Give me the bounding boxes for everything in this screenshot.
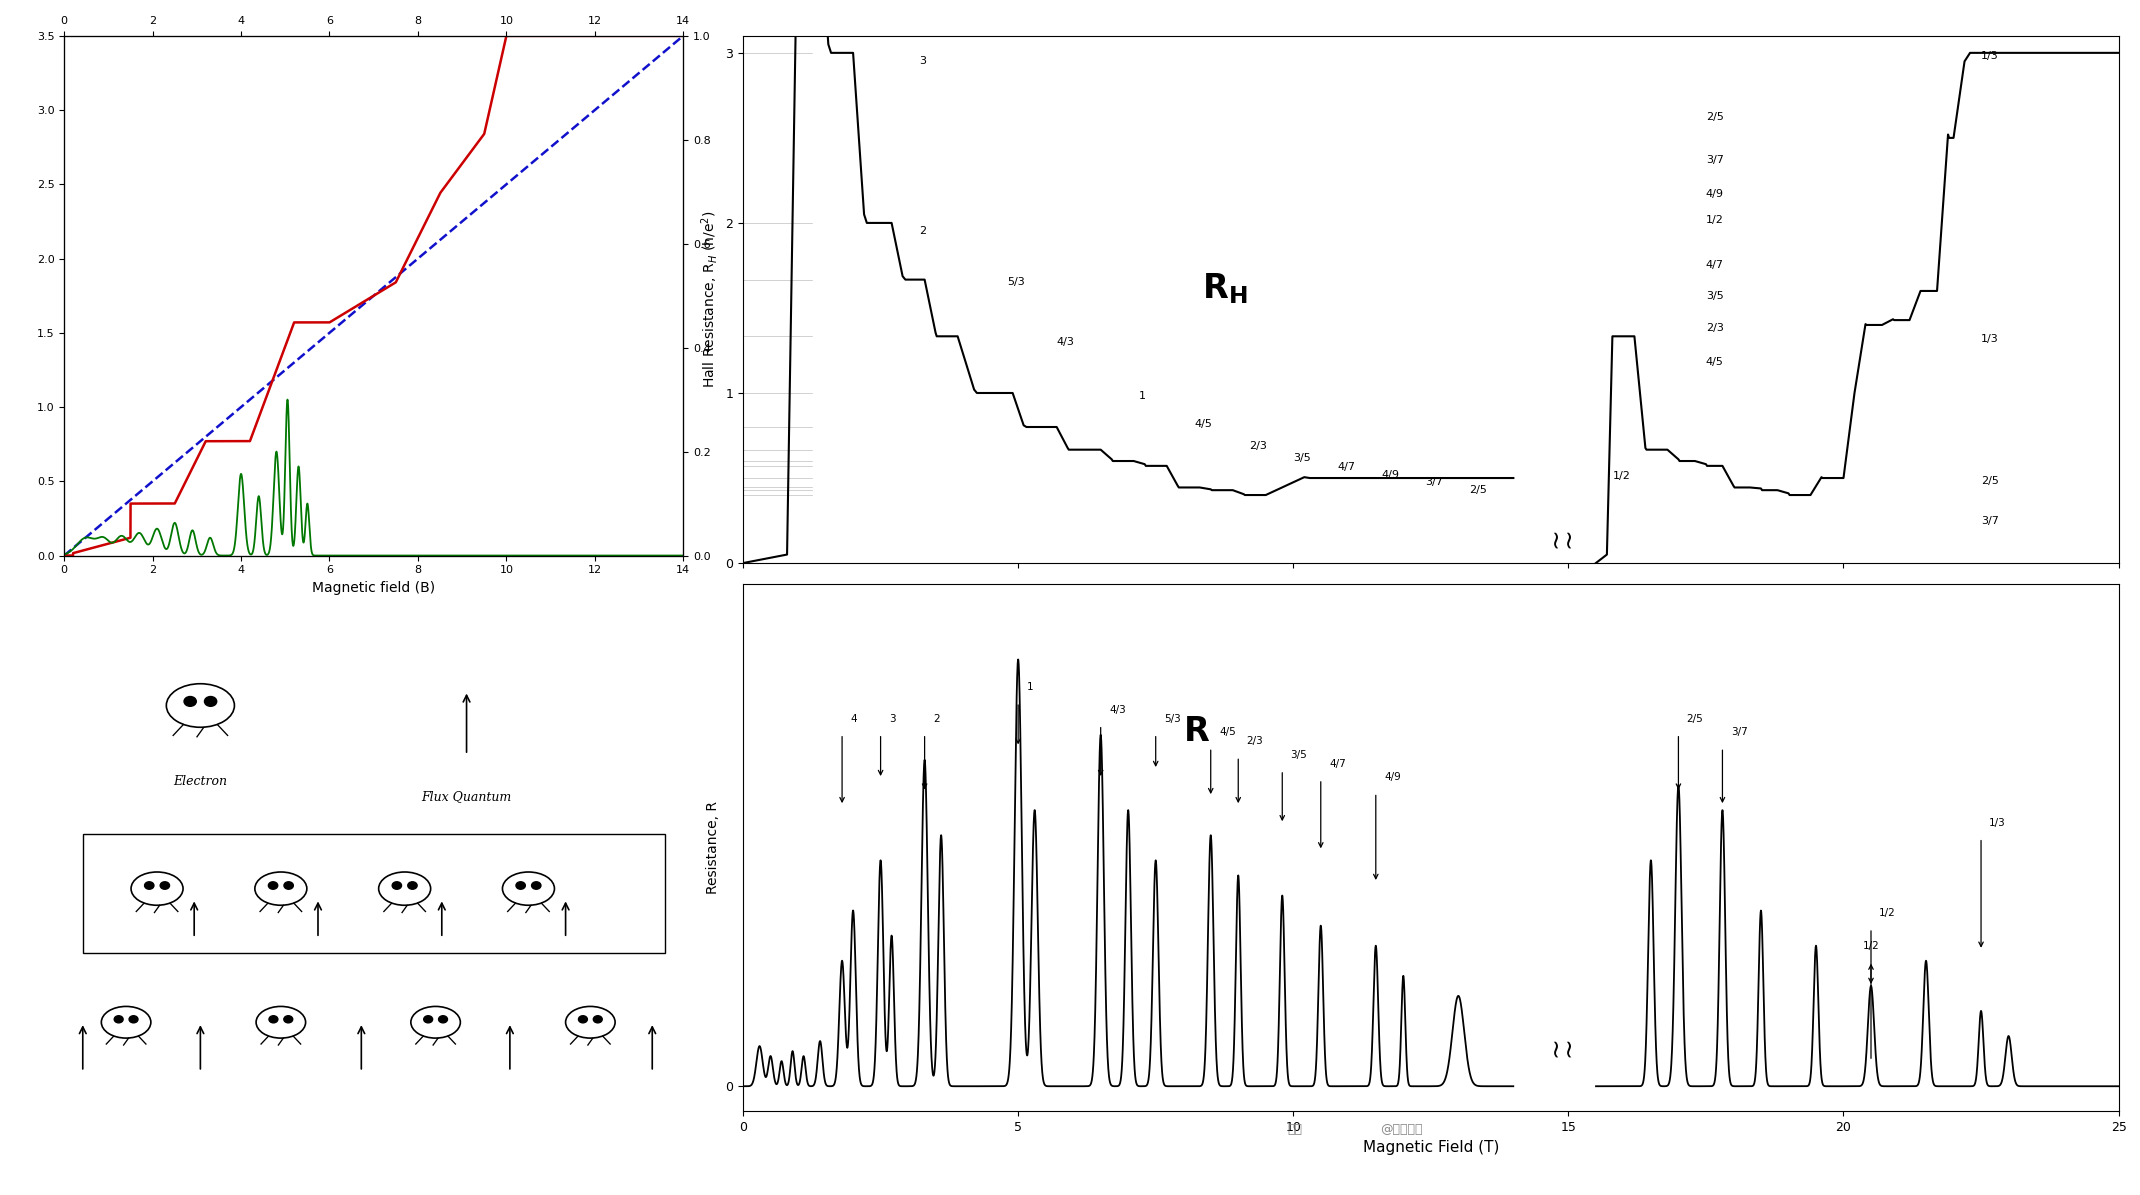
Text: Flux Quantum: Flux Quantum xyxy=(422,790,511,803)
Text: 1/3: 1/3 xyxy=(1982,51,1999,61)
Text: ~: ~ xyxy=(1556,527,1579,549)
Text: ~: ~ xyxy=(1543,1036,1566,1056)
Circle shape xyxy=(128,1016,137,1023)
Text: 4/7: 4/7 xyxy=(1338,462,1355,472)
Text: 3/7: 3/7 xyxy=(1731,728,1748,737)
Text: ~: ~ xyxy=(1556,1036,1579,1056)
Circle shape xyxy=(439,1016,447,1023)
Circle shape xyxy=(268,882,278,889)
Text: 1/2: 1/2 xyxy=(1879,908,1896,918)
X-axis label: Magnetic Field (T): Magnetic Field (T) xyxy=(1363,1140,1498,1154)
Circle shape xyxy=(270,1016,278,1023)
Text: 4/3: 4/3 xyxy=(1057,337,1074,347)
Text: 2: 2 xyxy=(933,713,939,724)
Y-axis label: Hall Resistance, R$_H$ (h/e$^2$): Hall Resistance, R$_H$ (h/e$^2$) xyxy=(700,210,719,388)
Text: 4/9: 4/9 xyxy=(1706,189,1725,200)
Text: 3: 3 xyxy=(918,56,927,67)
Text: 2: 2 xyxy=(918,226,927,237)
Circle shape xyxy=(392,882,402,889)
Text: 1/3: 1/3 xyxy=(1982,333,1999,344)
Text: 4/9: 4/9 xyxy=(1380,470,1400,479)
Text: 5/3: 5/3 xyxy=(1008,277,1025,288)
Text: 1/3: 1/3 xyxy=(1990,817,2005,828)
Text: 2/5: 2/5 xyxy=(1686,713,1703,724)
Bar xyxy=(83,834,666,952)
Text: 2/3: 2/3 xyxy=(1250,441,1267,451)
Text: 4: 4 xyxy=(850,713,856,724)
Circle shape xyxy=(516,882,524,889)
Text: 知乎: 知乎 xyxy=(1286,1123,1303,1135)
Text: 3/7: 3/7 xyxy=(1706,155,1725,165)
Text: 4/3: 4/3 xyxy=(1109,705,1126,715)
Text: 1/2: 1/2 xyxy=(1706,215,1725,225)
Text: h/e$^2$: h/e$^2$ xyxy=(792,166,822,185)
Text: Electron: Electron xyxy=(173,774,227,788)
Text: 3/7: 3/7 xyxy=(1982,515,1999,526)
Text: 4/5: 4/5 xyxy=(1194,418,1211,429)
Text: 2/3: 2/3 xyxy=(1245,736,1263,747)
Text: 1/2: 1/2 xyxy=(1862,940,1879,951)
Circle shape xyxy=(285,1016,293,1023)
Text: 4/7: 4/7 xyxy=(1329,759,1346,768)
Circle shape xyxy=(146,882,154,889)
Circle shape xyxy=(205,697,216,706)
Text: ~: ~ xyxy=(1543,527,1566,549)
Text: 5/3: 5/3 xyxy=(1164,713,1181,724)
Text: 3/5: 3/5 xyxy=(1706,292,1723,301)
Circle shape xyxy=(424,1016,432,1023)
Text: 4/9: 4/9 xyxy=(1385,772,1402,783)
Text: 4/5: 4/5 xyxy=(1220,728,1235,737)
X-axis label: Magnetic field (B): Magnetic field (B) xyxy=(312,581,434,595)
Text: 2/3: 2/3 xyxy=(1706,324,1725,333)
Circle shape xyxy=(113,1016,124,1023)
Circle shape xyxy=(593,1016,601,1023)
Text: 3/7: 3/7 xyxy=(1425,477,1442,488)
Text: 4/5: 4/5 xyxy=(1706,357,1725,367)
Text: 3/5: 3/5 xyxy=(1290,750,1308,760)
Text: 1/2: 1/2 xyxy=(1611,471,1631,482)
Text: $\rho_{xy}$: $\rho_{xy}$ xyxy=(792,51,822,72)
Text: 3/5: 3/5 xyxy=(1293,453,1312,464)
Y-axis label: Resistance, R: Resistance, R xyxy=(706,801,719,894)
Circle shape xyxy=(531,882,541,889)
Circle shape xyxy=(578,1016,586,1023)
Text: 2/5: 2/5 xyxy=(1470,485,1487,495)
Text: 4/7: 4/7 xyxy=(1706,261,1725,270)
Text: @拉格朗日: @拉格朗日 xyxy=(1380,1123,1423,1135)
Text: $\mathbf{R}$: $\mathbf{R}$ xyxy=(1183,716,1211,748)
Text: 2/5: 2/5 xyxy=(1982,477,1999,486)
Text: $\mathbf{R_H}$: $\mathbf{R_H}$ xyxy=(1203,271,1248,306)
Circle shape xyxy=(160,882,169,889)
Text: 1: 1 xyxy=(1138,392,1147,402)
Text: 1: 1 xyxy=(1027,682,1034,692)
Circle shape xyxy=(409,882,417,889)
Circle shape xyxy=(285,882,293,889)
Text: 2/5: 2/5 xyxy=(1706,112,1725,122)
Circle shape xyxy=(184,697,197,706)
Text: 3: 3 xyxy=(888,713,895,724)
